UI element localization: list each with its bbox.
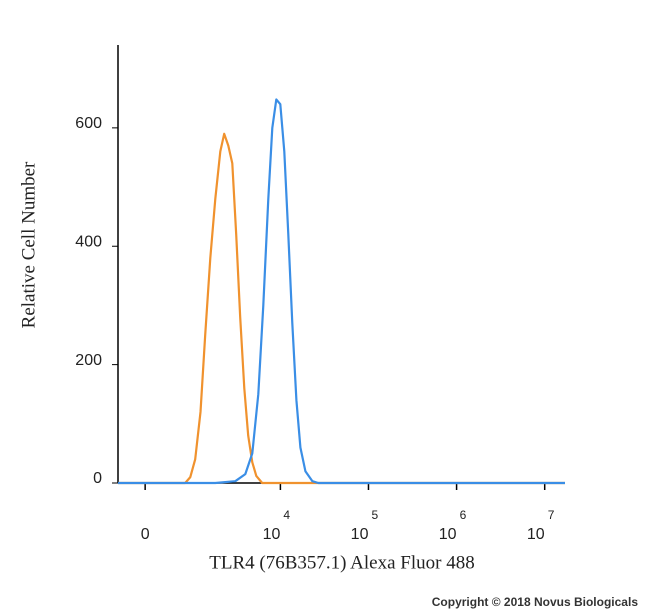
x-tick-label: 10 [439, 526, 457, 543]
x-tick-label: 10 [351, 526, 369, 543]
x-tick-label: 10 [263, 526, 281, 543]
x-axis-label: TLR4 (76B357.1) Alexa Fluor 488 [209, 552, 474, 573]
copyright: Copyright © 2018 Novus Biologicals [432, 595, 639, 609]
y-axis-label: Relative Cell Number [18, 161, 39, 328]
x-tick-exponent: 6 [460, 508, 467, 522]
x-tick-exponent: 7 [548, 508, 555, 522]
y-tick-label: 600 [75, 115, 102, 132]
x-tick-exponent: 4 [283, 508, 290, 522]
histogram-line [118, 98, 565, 485]
y-tick-label: 0 [93, 470, 102, 487]
y-tick-label: 400 [75, 233, 102, 250]
x-tick-label: 0 [141, 526, 150, 543]
x-tick-label: 10 [527, 526, 545, 543]
x-tick-exponent: 5 [371, 508, 378, 522]
histogram-line [118, 132, 565, 485]
y-tick-label: 200 [75, 352, 102, 369]
